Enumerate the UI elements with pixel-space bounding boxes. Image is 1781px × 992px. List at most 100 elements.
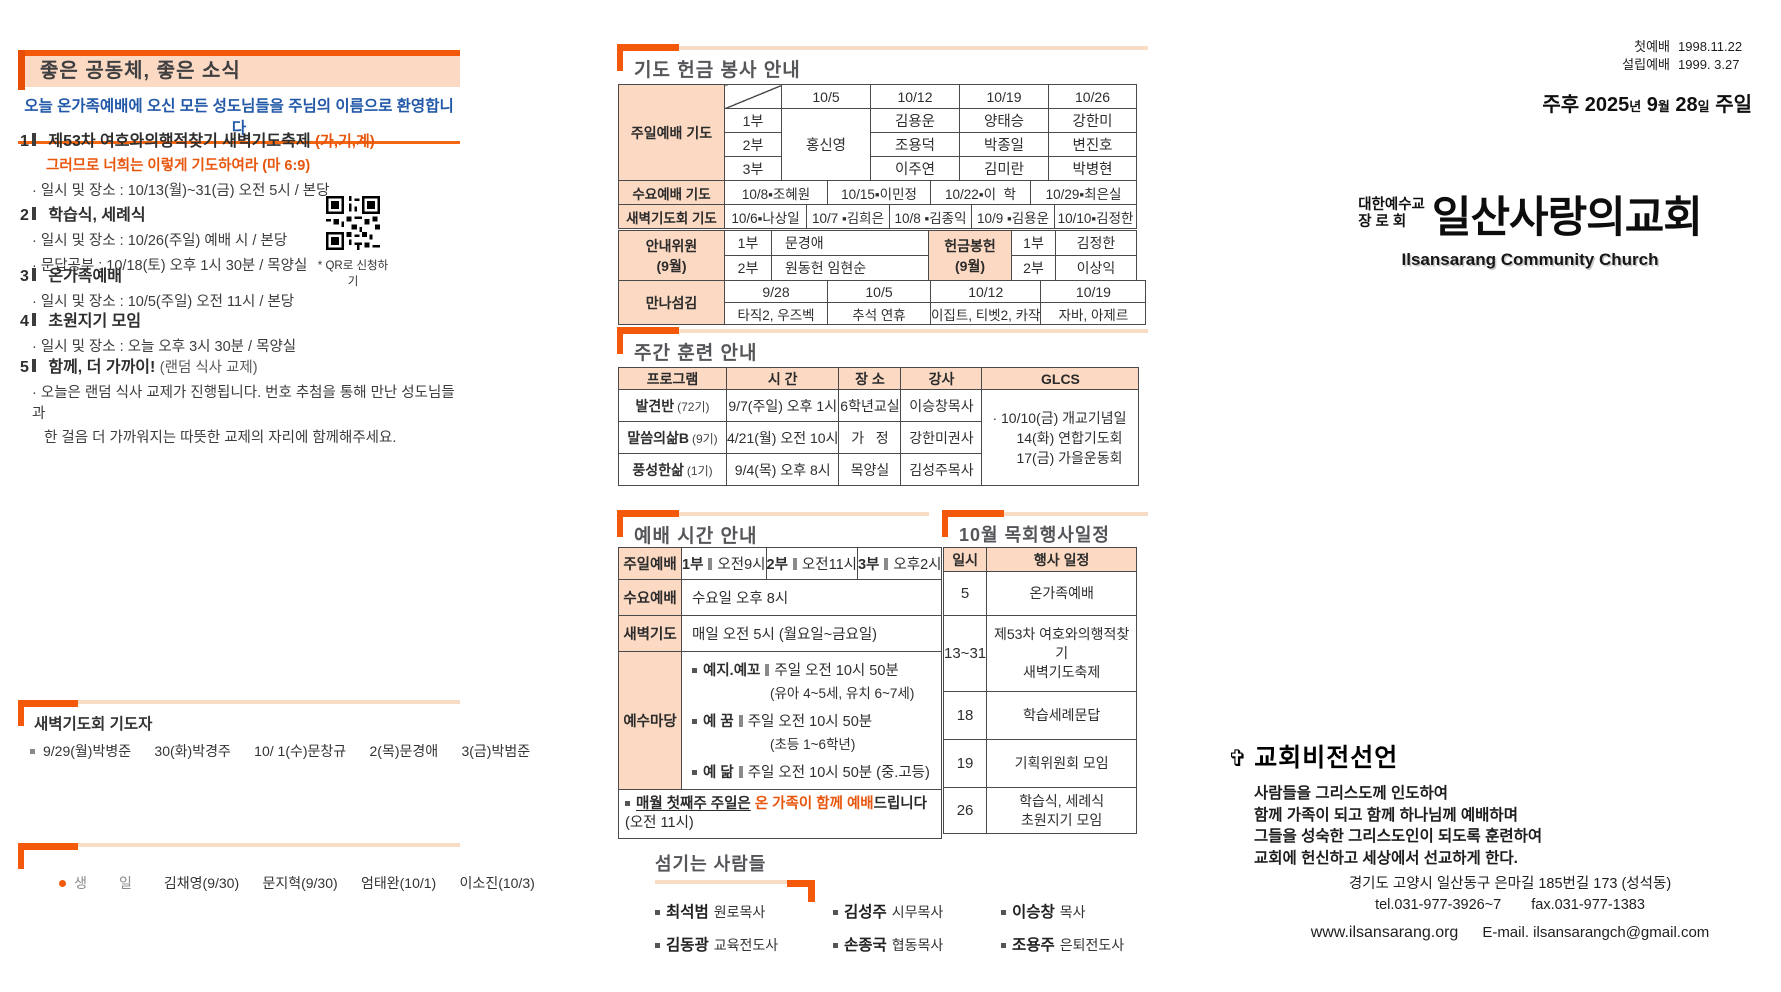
square-bullet-icon [833,942,838,948]
time-cell: 9/4(목) 오후 8시 [725,453,840,486]
row-label: 수요예배 기도 [618,180,725,205]
teacher-cell: 김성주목사 [900,453,983,486]
qr-signup: * QR로 신청하기 [315,196,391,289]
notice-4: 4 초원지기 모임 · 일시 및 장소 : 오늘 오후 3시 30분 / 목양실 [20,307,460,356]
corner-bracket [18,843,78,869]
prayer-entry: 10/15▪이민정 [827,180,931,205]
corner-bracket [617,327,679,354]
birthday-section: 생 일 김채영(9/30) 문지혁(9/30) 엄태완(10/1) 이소진(10/3… [18,843,535,909]
prayer-name: 박병현 [1048,156,1137,181]
cross-icon: ✞ [1228,745,1249,771]
dawn-prayer-leaders: 새벽기도회 기도자 9/29(월)박병준 30(화)박경주 10/ 1(수)문창… [18,700,530,761]
kids-programs-cell: 예지.예꼬 주일 오전 10시 50분 (유아 4~5세, 유치 6~7세) 예 … [680,651,943,790]
church-logo: 대한예수교 장 로 회 일산사랑의교회 [1300,183,1760,245]
row-label: 새벽기도회 기도 [618,204,725,229]
service-time: 매일 오전 5시 (월요일~금요일) [680,615,943,652]
notice-title: 제53차 여호와의행적찾기 새벽기도축제 [48,133,311,150]
event-date: 18 [942,691,988,740]
square-bullet-icon [655,909,660,915]
row-label: 주일예배 [618,547,682,580]
square-bullet-icon [625,800,630,806]
notice-number: 4 [20,313,29,330]
manna-team: 타직2, 우즈벡 [724,302,828,325]
program-cell: 발견반 (72기) [618,389,727,422]
church-name-english: Ilsansarang Community Church [1401,250,1659,269]
qr-code-icon [326,196,380,250]
corner-bracket [942,510,1004,537]
corner-bracket [18,700,78,726]
service-time: 3부 오후2시 [856,547,943,580]
prayer-name: 강한미 [1048,108,1137,133]
welcome-message: 오늘 온가족예배에 오신 모든 성도님들을 주님의 이름으로 환영합니다 [18,94,460,144]
servant: 이승창 목사 [1001,900,1155,922]
column-header: 장 소 [838,367,902,390]
date-header: 10/26 [1048,84,1137,109]
church-address: 경기도 고양시 일산동구 은마길 185번길 173 (성석동) [1348,876,1672,892]
column-header: 일시 [942,547,988,572]
manna-date: 10/19 [1040,280,1147,303]
notice-1-head: 1 제53차 여호와의행적찾기 새벽기도축제 (가,기,계) [20,127,460,151]
notice-5: 5 함께, 더 가까이! (랜덤 식사 교제) · 오늘은 랜덤 식사 교제가 … [20,353,460,447]
row-label: 새벽기도 [618,615,682,652]
part-label: 1부 [724,230,772,256]
events-section-title: 10월 목회행사일정 [959,525,1110,545]
first-service-line: 첫예배 1998.11.22 [1634,39,1743,54]
dawn-prayer-row: 새벽기도회 기도 10/6▪나상일 10/7 ▪김희은 10/8 ▪김종익 10… [618,204,1137,229]
qr-caption: * QR로 신청하기 [317,260,389,288]
square-bullet-icon [692,667,697,673]
event-date: 26 [942,787,988,834]
prayer-name: 조용덕 [870,132,960,157]
notice-detail: · 오늘은 랜덤 식사 교제가 진행됩니다. 번호 추첨을 통해 만난 성도님들… [32,385,455,422]
notice-number: 5 [20,359,29,376]
events-section-header: 10월 목회행사일정 [942,510,1148,547]
manna-date: 9/28 [724,280,828,303]
notice-detail: · 문답공부 : 10/18(토) 오후 1시 30분 / 목양실 [32,258,308,274]
notice-2-head: 2 학습식, 세례식 [20,201,460,225]
offering-name: 이상익 [1055,255,1137,281]
notice-detail: · 일시 및 장소 : 10/26(주일) 예배 시 / 본당 [32,233,288,249]
corner-bracket [617,44,679,71]
square-bullet-icon [833,909,838,915]
notice-title: 학습식, 세례식 [48,207,146,224]
usher-name: 원동헌 임현순 [771,255,929,281]
bulletin-date: 주후 2025년 9월 28일 주일 [1542,94,1752,116]
prayer-entry: 10/10▪김정한 [1054,204,1137,229]
vision-title: ✞ 교회비전선언 [1228,744,1399,772]
notice-3: 3 온가족예배 · 일시 및 장소 : 10/5(주일) 오전 11시 / 본당 [20,262,460,311]
usher-label: 안내위원 (9월) [618,230,725,281]
teacher-cell: 이승창목사 [900,389,983,422]
wednesday-prayer-row: 수요예배 기도 10/8▪조혜원 10/15▪이민정 10/22▪이 학 10/… [618,180,1137,205]
program-cell: 풍성한삶 (1기) [618,453,727,486]
prayer-name: 양태승 [959,108,1049,133]
notice-bar [31,268,36,281]
vision-section: ✞ 교회비전선언 사람들을 그리스도께 인도하여 함께 가족이 되고 함께 하나님… [1228,738,1748,869]
column-header: 강사 [900,367,983,390]
fax-number: fax.031-977-1383 [1531,897,1645,913]
column-header: 프로그램 [618,367,727,390]
prayer-name: 김용운 [870,108,960,133]
prayer-name: 변진호 [1048,132,1137,157]
news-column: 좋은 공동체, 좋은 소식 오늘 온가족예배에 오신 모든 성도님들을 주님의 … [18,50,535,955]
kids-program: 예 꿈 주일 오전 10시 50분 [692,710,941,731]
servants-title: 섬기는 사람들 [655,854,767,874]
part-label: 1부 [724,108,782,133]
established-dates: 첫예배 1998.11.22 설립예배 1999. 3.27 [1622,38,1752,74]
servant: 김성주 시무목사 [833,900,1001,922]
square-bullet-icon [655,942,660,948]
manna-date: 10/12 [929,280,1042,303]
event-name: 학습식, 세례식 초원지기 모임 [986,787,1138,834]
training-section-title: 주간 훈련 안내 [634,343,758,364]
notice-number: 3 [20,268,29,285]
notice-detail: · 일시 및 장소 : 오늘 오후 3시 30분 / 목양실 [32,339,297,355]
usher-offering-table: 안내위원 (9월) 1부 문경애 헌금봉헌 (9월) 1부 김정한 2부 원동헌 임… [618,230,1137,281]
column-header: 시 간 [725,367,840,390]
worship-section-header: 예배 시간 안내 [617,510,929,548]
prayer-entry: 10/29▪최은실 [1030,180,1137,205]
part-label: 2부 [724,255,772,281]
time-cell: 9/7(주일) 오후 1시 [725,389,840,422]
notice-bar [31,133,36,146]
manna-team: 자바, 아제르 [1040,302,1147,325]
part-label: 2부 [724,132,782,157]
notice-number: 1 [20,133,29,150]
event-date: 19 [942,739,988,788]
